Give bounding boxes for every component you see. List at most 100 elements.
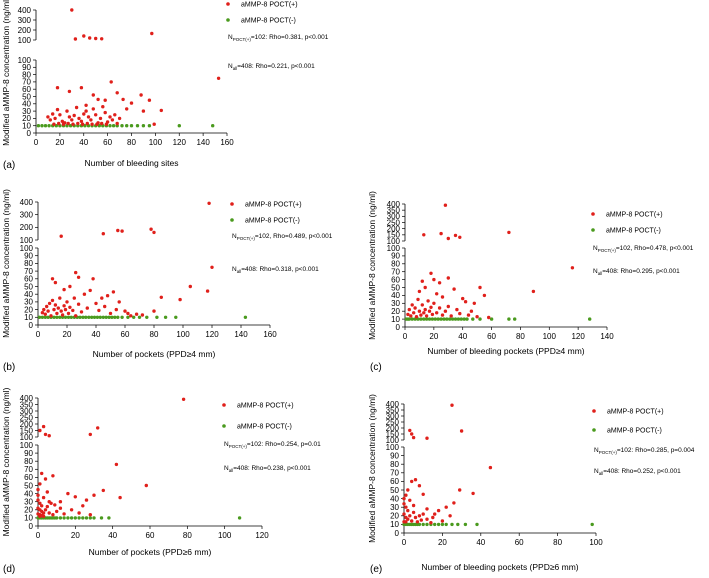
stat-all: Nall=408: Rho=0.295, p<0.001 bbox=[593, 268, 680, 276]
data-point-poct-positive bbox=[76, 302, 81, 306]
data-point-poct-positive bbox=[446, 276, 450, 280]
data-point-poct-positive bbox=[68, 284, 72, 289]
data-point-poct-positive bbox=[419, 313, 423, 317]
y-tick-label: 100 bbox=[20, 244, 34, 253]
data-point-poct-positive bbox=[139, 93, 143, 97]
data-point-poct-positive bbox=[429, 305, 433, 309]
data-point-poct-positive bbox=[420, 303, 424, 307]
data-point-poct-positive bbox=[85, 306, 90, 310]
legend-marker bbox=[592, 409, 596, 413]
data-point-poct-negative bbox=[430, 317, 435, 321]
data-point-poct-positive bbox=[440, 313, 445, 317]
data-point-poct-negative bbox=[113, 315, 117, 319]
x-tick-label: 160 bbox=[220, 138, 234, 147]
data-point-poct-negative bbox=[436, 522, 441, 527]
y-tick-label: 100 bbox=[387, 237, 401, 246]
y-tick-label: 90 bbox=[24, 252, 33, 261]
y-tick-label: 350 bbox=[387, 206, 401, 215]
x-tick-label: 100 bbox=[176, 330, 190, 339]
data-point-poct-negative bbox=[43, 315, 47, 319]
x-tick-label: 160 bbox=[263, 330, 277, 339]
legend-marker bbox=[222, 403, 226, 407]
data-point-poct-positive bbox=[58, 506, 63, 510]
data-point-poct-positive bbox=[427, 309, 432, 313]
data-point-poct-positive bbox=[95, 122, 99, 126]
data-point-poct-negative bbox=[92, 315, 97, 319]
data-point-poct-positive bbox=[59, 309, 63, 313]
data-point-poct-positive bbox=[115, 91, 119, 95]
data-point-poct-negative bbox=[90, 315, 94, 319]
data-point-poct-positive bbox=[114, 462, 119, 467]
data-point-poct-positive bbox=[73, 37, 78, 41]
data-point-poct-positive bbox=[448, 514, 452, 518]
y-tick-label: 70 bbox=[24, 267, 33, 276]
data-point-poct-negative bbox=[478, 317, 482, 321]
x-tick-label: 0 bbox=[34, 138, 39, 147]
data-point-poct-positive bbox=[402, 496, 406, 501]
data-point-poct-positive bbox=[466, 313, 471, 317]
data-point-poct-positive bbox=[443, 203, 448, 207]
data-point-poct-negative bbox=[84, 315, 88, 319]
data-point-poct-positive bbox=[150, 31, 154, 36]
data-point-poct-positive bbox=[408, 514, 412, 518]
y-tick-label: 70 bbox=[22, 78, 31, 87]
x-axis-label: Number of bleeding sites bbox=[84, 158, 178, 168]
y-tick-label: 300 bbox=[387, 212, 401, 221]
data-point-poct-positive bbox=[41, 495, 46, 500]
data-point-poct-negative bbox=[99, 516, 104, 520]
data-point-poct-positive bbox=[51, 112, 55, 116]
data-point-poct-negative bbox=[69, 516, 74, 520]
data-point-poct-positive bbox=[38, 482, 42, 486]
data-point-poct-positive bbox=[159, 295, 163, 299]
data-point-poct-positive bbox=[59, 234, 63, 238]
data-point-poct-positive bbox=[47, 301, 52, 306]
data-point-poct-positive bbox=[98, 116, 103, 121]
y-tick-label: 80 bbox=[22, 70, 31, 79]
data-point-poct-positive bbox=[463, 300, 468, 304]
y-tick-label: 350 bbox=[386, 406, 400, 415]
data-point-poct-positive bbox=[40, 471, 44, 476]
y-tick-label: 100 bbox=[18, 56, 32, 65]
data-point-poct-positive bbox=[416, 297, 420, 302]
data-point-poct-negative bbox=[135, 124, 140, 128]
data-point-poct-negative bbox=[78, 315, 82, 319]
data-point-poct-positive bbox=[431, 515, 435, 520]
data-point-poct-positive bbox=[91, 107, 96, 111]
data-point-poct-negative bbox=[450, 522, 454, 527]
y-tick-label: 70 bbox=[390, 469, 399, 478]
y-tick-label: 300 bbox=[20, 407, 34, 416]
data-point-poct-negative bbox=[440, 522, 445, 527]
y-tick-label: 400 bbox=[386, 400, 400, 409]
data-point-poct-negative bbox=[462, 317, 466, 321]
data-point-poct-positive bbox=[88, 36, 92, 40]
data-point-poct-negative bbox=[243, 315, 248, 319]
data-point-poct-positive bbox=[126, 311, 130, 316]
data-point-poct-positive bbox=[411, 435, 416, 440]
data-point-poct-positive bbox=[50, 277, 55, 281]
y-tick-label: 60 bbox=[391, 275, 400, 284]
data-point-poct-positive bbox=[58, 296, 62, 300]
data-point-poct-positive bbox=[458, 311, 462, 316]
x-tick-label: 20 bbox=[55, 138, 64, 147]
data-point-poct-positive bbox=[84, 498, 89, 502]
data-point-poct-positive bbox=[402, 512, 406, 516]
data-point-poct-positive bbox=[108, 311, 113, 316]
data-point-poct-positive bbox=[140, 313, 145, 317]
y-tick-label: 300 bbox=[386, 412, 400, 421]
x-tick-label: 80 bbox=[183, 531, 192, 540]
data-point-poct-positive bbox=[55, 86, 60, 90]
data-point-poct-positive bbox=[43, 477, 48, 481]
data-point-poct-positive bbox=[129, 101, 134, 105]
data-point-poct-negative bbox=[444, 522, 448, 527]
x-tick-label: 100 bbox=[589, 538, 603, 547]
x-tick-label: 40 bbox=[92, 330, 101, 339]
data-point-poct-positive bbox=[475, 315, 479, 319]
data-point-poct-positive bbox=[115, 121, 119, 126]
y-tick-label: 10 bbox=[24, 313, 33, 322]
data-point-poct-positive bbox=[443, 309, 448, 313]
panel-label: (d) bbox=[3, 564, 15, 575]
x-tick-label: 40 bbox=[79, 138, 88, 147]
data-point-poct-positive bbox=[61, 122, 66, 126]
data-point-poct-negative bbox=[77, 516, 81, 520]
data-point-poct-positive bbox=[123, 309, 127, 313]
